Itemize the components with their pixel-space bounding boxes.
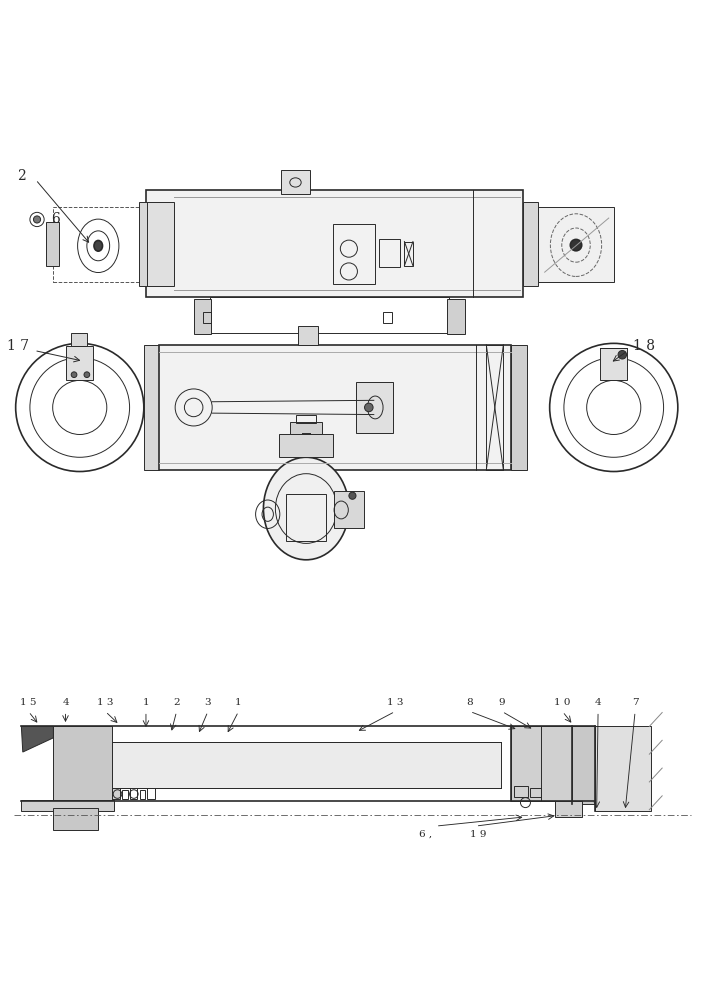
Bar (334, 491, 364, 528)
Bar (379, 239, 400, 267)
Bar (139, 202, 147, 286)
Text: 1 8: 1 8 (634, 339, 655, 353)
Circle shape (365, 403, 373, 412)
Bar (112, 788, 120, 799)
Text: 2: 2 (173, 698, 180, 707)
Bar (210, 297, 449, 333)
Text: 1 0: 1 0 (554, 698, 571, 707)
Bar (53, 726, 112, 801)
Text: 1 5: 1 5 (20, 698, 37, 707)
Text: 7: 7 (632, 698, 639, 707)
Bar (296, 415, 316, 423)
Text: 1 3: 1 3 (97, 698, 114, 707)
Bar (286, 494, 326, 541)
Bar (333, 224, 375, 284)
Text: 1: 1 (142, 698, 150, 707)
Bar (147, 788, 155, 799)
Bar (600, 348, 627, 380)
Bar (53, 207, 146, 282)
Bar (511, 726, 572, 801)
Bar (538, 207, 614, 282)
Bar (46, 222, 59, 266)
Circle shape (84, 372, 90, 378)
Bar (447, 299, 465, 334)
Polygon shape (21, 726, 53, 752)
Bar (572, 726, 599, 804)
Text: 4: 4 (62, 698, 69, 707)
Bar (404, 242, 413, 266)
Bar (486, 345, 503, 470)
Text: 1: 1 (235, 698, 242, 707)
Bar (281, 170, 310, 194)
Bar (356, 382, 393, 433)
Text: 3: 3 (204, 698, 211, 707)
Text: 1 9: 1 9 (470, 830, 487, 839)
Circle shape (349, 492, 356, 499)
Circle shape (33, 216, 41, 223)
Bar (159, 345, 511, 470)
Bar (383, 312, 392, 323)
Ellipse shape (94, 240, 103, 251)
Bar (71, 333, 87, 346)
Bar (122, 790, 128, 799)
Ellipse shape (263, 457, 349, 560)
Bar (595, 726, 651, 811)
Bar (53, 808, 98, 830)
Bar (555, 801, 582, 817)
Bar (279, 434, 333, 457)
Bar (511, 345, 527, 470)
Bar (112, 742, 501, 788)
Text: 1 7: 1 7 (6, 339, 29, 353)
Circle shape (71, 372, 77, 378)
Text: 6 ,: 6 , (419, 830, 432, 839)
Text: 2: 2 (17, 169, 26, 183)
Text: 8: 8 (466, 698, 473, 707)
Bar (530, 788, 541, 797)
Circle shape (570, 239, 582, 251)
Bar (140, 790, 145, 799)
Bar (144, 345, 159, 470)
Bar (514, 786, 528, 797)
Bar (194, 299, 211, 334)
Text: 6: 6 (51, 212, 60, 226)
Text: 1 3: 1 3 (387, 698, 404, 707)
Circle shape (618, 350, 627, 359)
Bar (298, 326, 318, 345)
Bar (21, 800, 114, 811)
Text: 4: 4 (595, 698, 602, 707)
Bar (523, 202, 538, 286)
Bar (146, 202, 174, 286)
Bar (66, 346, 93, 380)
Bar (146, 190, 523, 297)
Text: 9: 9 (498, 698, 506, 707)
Bar (130, 788, 137, 799)
Bar (203, 312, 211, 323)
Bar (290, 422, 322, 434)
